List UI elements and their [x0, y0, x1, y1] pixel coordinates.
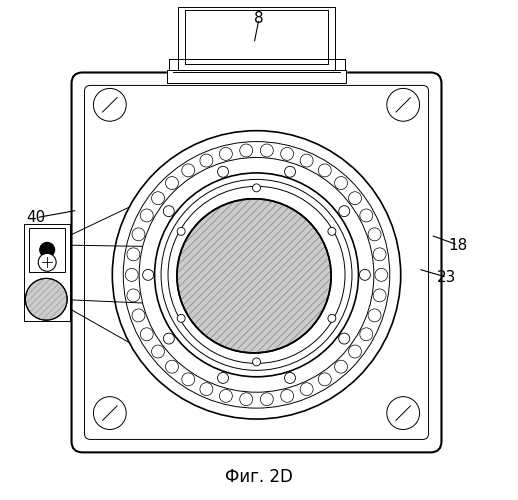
Circle shape	[328, 228, 336, 235]
Circle shape	[218, 372, 228, 384]
Circle shape	[253, 358, 261, 366]
Circle shape	[281, 390, 294, 402]
Circle shape	[163, 333, 174, 344]
Circle shape	[154, 173, 358, 377]
Circle shape	[182, 164, 195, 177]
Circle shape	[25, 278, 67, 320]
Circle shape	[368, 309, 381, 322]
Circle shape	[335, 360, 348, 373]
Circle shape	[166, 176, 179, 190]
Circle shape	[93, 88, 126, 121]
Circle shape	[387, 396, 420, 430]
Polygon shape	[167, 70, 346, 84]
Polygon shape	[178, 8, 335, 70]
Circle shape	[339, 206, 350, 216]
Circle shape	[387, 88, 420, 121]
Circle shape	[40, 242, 54, 258]
Circle shape	[328, 314, 336, 322]
Circle shape	[142, 270, 154, 280]
Circle shape	[261, 393, 274, 406]
Circle shape	[166, 360, 179, 373]
Circle shape	[218, 166, 228, 177]
Bar	[30, 228, 65, 272]
Circle shape	[349, 345, 362, 358]
Circle shape	[373, 289, 386, 302]
Circle shape	[177, 228, 185, 235]
Circle shape	[93, 396, 126, 430]
Circle shape	[139, 158, 374, 392]
Circle shape	[261, 144, 274, 157]
Circle shape	[335, 176, 348, 190]
Bar	[24, 224, 70, 320]
Circle shape	[38, 254, 56, 272]
Circle shape	[360, 209, 373, 222]
Circle shape	[359, 270, 370, 280]
Text: 18: 18	[448, 238, 468, 252]
Circle shape	[339, 333, 350, 344]
Text: 40: 40	[26, 210, 46, 225]
Circle shape	[127, 289, 140, 302]
Circle shape	[300, 382, 313, 396]
Text: 23: 23	[437, 270, 457, 285]
Text: 39: 39	[26, 297, 46, 312]
Circle shape	[132, 309, 145, 322]
Circle shape	[220, 148, 233, 160]
Circle shape	[368, 228, 381, 241]
Circle shape	[349, 192, 362, 204]
Circle shape	[318, 373, 331, 386]
Circle shape	[140, 328, 153, 340]
Circle shape	[152, 345, 165, 358]
Text: 8: 8	[254, 12, 264, 26]
Circle shape	[152, 192, 165, 204]
Circle shape	[240, 144, 253, 157]
Circle shape	[318, 164, 331, 177]
Circle shape	[375, 268, 388, 281]
Circle shape	[132, 228, 145, 241]
Circle shape	[284, 372, 295, 384]
Circle shape	[182, 373, 195, 386]
Circle shape	[123, 142, 390, 408]
Circle shape	[125, 268, 138, 281]
Circle shape	[112, 130, 401, 419]
Circle shape	[281, 148, 294, 160]
Circle shape	[200, 382, 213, 396]
Circle shape	[220, 390, 233, 402]
Circle shape	[373, 248, 386, 261]
Circle shape	[140, 209, 153, 222]
FancyBboxPatch shape	[71, 72, 441, 452]
Circle shape	[253, 184, 261, 192]
Circle shape	[177, 314, 185, 322]
Circle shape	[200, 154, 213, 167]
Circle shape	[163, 206, 174, 216]
Circle shape	[127, 248, 140, 261]
Circle shape	[240, 393, 253, 406]
Circle shape	[300, 154, 313, 167]
Circle shape	[177, 199, 331, 353]
Text: Фиг. 2D: Фиг. 2D	[225, 468, 293, 486]
Circle shape	[284, 166, 295, 177]
Circle shape	[360, 328, 373, 340]
